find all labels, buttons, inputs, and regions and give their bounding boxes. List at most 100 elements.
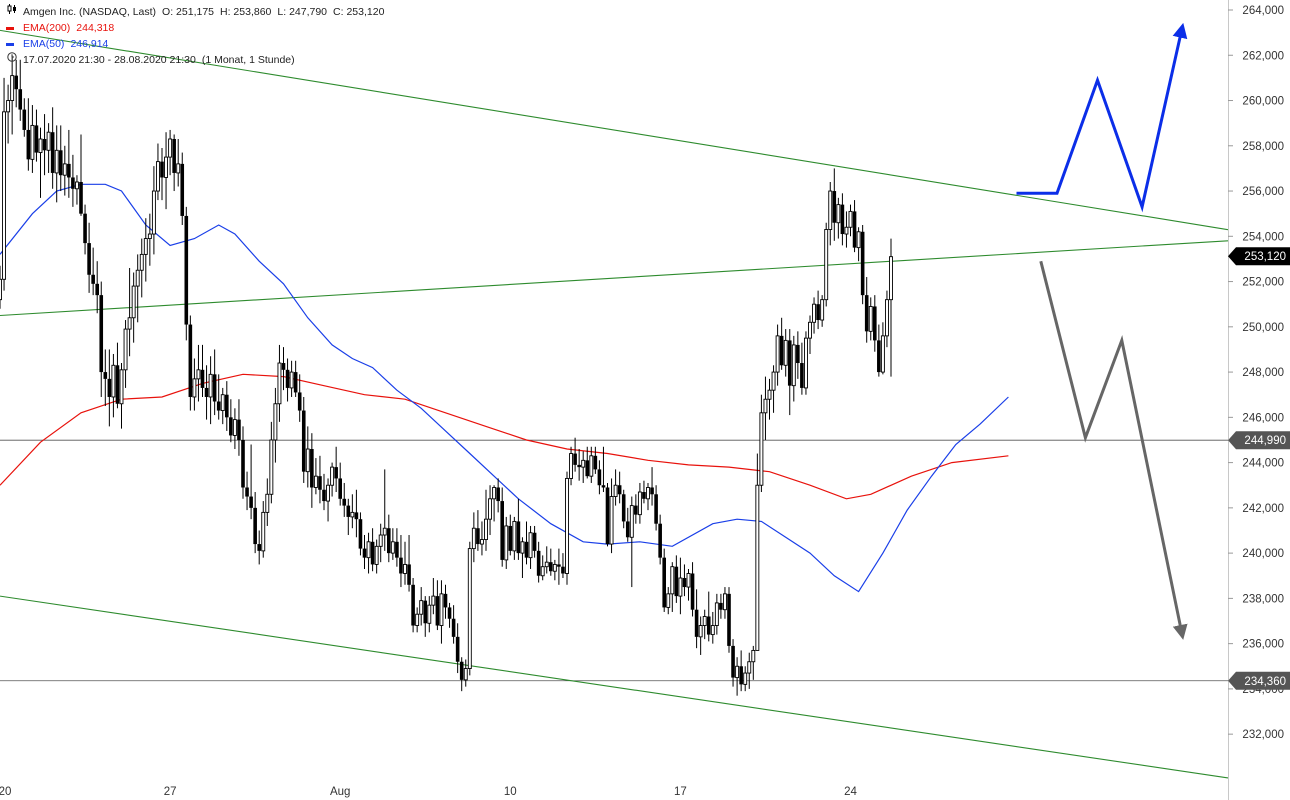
candle <box>613 469 618 506</box>
candle-body-down <box>597 469 602 486</box>
legend-ema200-row[interactable]: EMA(200) 244,318 <box>6 20 384 36</box>
candle <box>439 580 444 644</box>
candle-body-up <box>528 532 533 559</box>
candle <box>492 485 497 522</box>
candle <box>500 487 504 567</box>
candle <box>824 222 829 307</box>
candle <box>544 546 549 574</box>
candle <box>212 349 217 416</box>
candle <box>714 593 719 635</box>
candle-body-up <box>273 403 278 441</box>
candle-body-down <box>447 607 452 619</box>
candle <box>885 290 889 348</box>
candle <box>783 329 788 377</box>
y-tick-label: 250,000 <box>1242 322 1284 334</box>
candle <box>423 596 428 637</box>
candle-body-down <box>727 593 731 646</box>
candle-body-down <box>245 487 249 497</box>
candle <box>844 211 849 248</box>
candle <box>111 353 116 418</box>
scenario-bearish-path <box>1039 260 1188 640</box>
candle <box>617 471 622 504</box>
candle-body-up <box>848 210 853 228</box>
candle <box>50 107 55 189</box>
candle-body-up <box>143 238 148 255</box>
y-tick-label: 240,000 <box>1242 548 1284 560</box>
candle-body-up <box>111 364 116 398</box>
candle <box>767 378 772 420</box>
y-tick-label: 232,000 <box>1242 729 1284 741</box>
candle-body-down <box>500 501 504 560</box>
candle-body-up <box>714 602 719 626</box>
candle-body-up <box>6 100 11 113</box>
candle <box>557 548 561 585</box>
candle <box>455 623 460 674</box>
candle-body-up <box>589 455 594 477</box>
candle <box>313 458 318 495</box>
legend-range: 17.07.2020 21:30 - 28.08.2020 21:30 <box>23 54 196 66</box>
candle <box>91 247 95 296</box>
candle-body-down <box>399 557 403 574</box>
candle-body-down <box>832 191 837 223</box>
candle-body-down <box>816 304 820 321</box>
legend-ema200-value: 244,318 <box>76 22 115 34</box>
price-tag-label: 234,360 <box>1244 676 1286 688</box>
candle-body-up <box>484 518 488 540</box>
candle <box>860 224 865 305</box>
candle <box>637 482 642 524</box>
candle-body-up <box>10 75 15 101</box>
candle <box>151 166 156 255</box>
candle-body-down <box>674 566 679 597</box>
candle <box>536 541 541 583</box>
candle <box>403 541 407 585</box>
candle-body-up <box>269 439 274 495</box>
candle <box>755 453 760 651</box>
candle-body-down <box>115 365 120 404</box>
candle-body-up <box>880 335 885 373</box>
candle <box>119 363 124 429</box>
candle <box>318 455 322 504</box>
candle-body-up <box>463 668 468 681</box>
x-tick-label: 24 <box>844 786 857 798</box>
candle <box>852 200 857 253</box>
candle-body-down <box>204 387 209 397</box>
candle-body-up <box>74 181 79 190</box>
candle-body-up <box>151 190 156 235</box>
candle-body-up <box>313 475 318 488</box>
legend-ema50-row[interactable]: EMA(50) 246,914 <box>6 36 384 52</box>
candle-body-up <box>686 573 691 588</box>
candle <box>877 324 881 377</box>
candle-body-down <box>18 89 23 110</box>
candle-body-up <box>812 303 816 323</box>
candle-body-up <box>232 419 237 436</box>
candle <box>654 485 658 531</box>
candle-body-up <box>885 299 889 337</box>
candle <box>609 478 614 554</box>
candle <box>666 587 671 615</box>
candle-body-down <box>443 593 448 608</box>
candle <box>524 521 529 565</box>
candle <box>265 478 270 526</box>
candle-body-up <box>220 394 225 412</box>
candle-body-down <box>536 550 541 576</box>
candle <box>241 426 245 499</box>
legend-instrument: Amgen Inc. (NASDAQ, Last) <box>23 6 157 18</box>
candle <box>779 317 784 370</box>
candle-body-down <box>516 521 521 554</box>
candle-body-up <box>378 534 383 547</box>
time-axis: 20 27 Aug 10 17 24 <box>0 786 857 798</box>
candle <box>597 460 602 495</box>
candle <box>354 489 359 538</box>
candle <box>690 562 695 617</box>
candle <box>678 557 683 615</box>
candle-body-down <box>642 492 646 499</box>
candle <box>670 562 675 612</box>
candle <box>467 541 472 676</box>
candle <box>763 376 768 440</box>
candle <box>34 109 39 162</box>
candle-body-down <box>67 163 71 178</box>
candle-body-up <box>763 398 768 414</box>
candle <box>552 559 557 581</box>
candle <box>702 609 707 640</box>
